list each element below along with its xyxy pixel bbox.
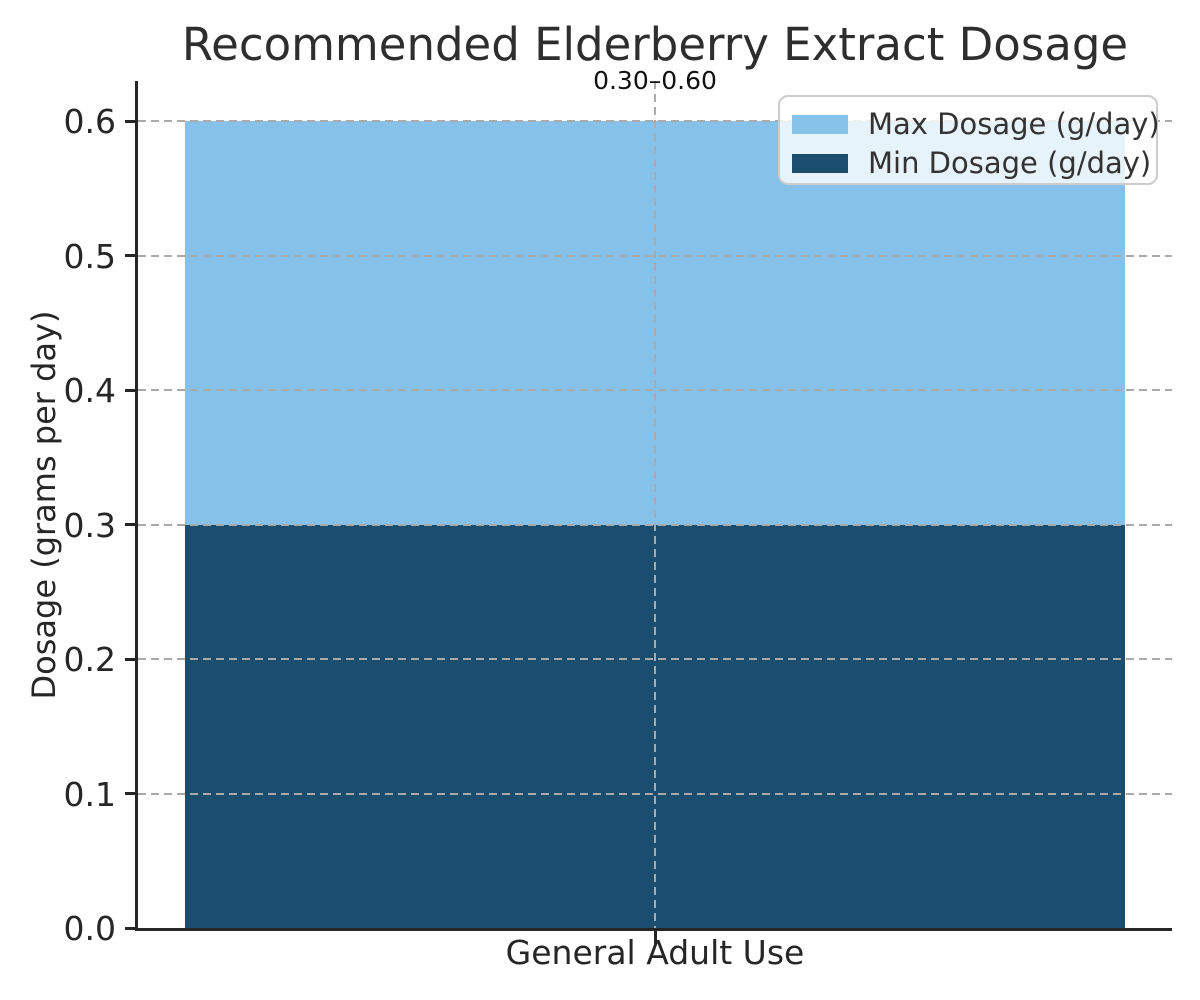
x-tick-mark (653, 931, 657, 944)
x-gridline (654, 81, 656, 928)
y-tick-mark (125, 926, 138, 930)
legend-entry: Max Dosage (g/day) (792, 108, 1160, 140)
legend-label: Min Dosage (g/day) (868, 145, 1152, 180)
y-tick-label: 0.5 (63, 236, 116, 276)
y-tick-mark (125, 792, 138, 796)
x-axis-spine (135, 928, 1172, 931)
bar-range-annotation: 0.30–0.60 (593, 66, 717, 95)
y-tick-label: 0.0 (63, 909, 116, 948)
y-tick-mark (125, 254, 138, 258)
legend-entry: Min Dosage (g/day) (792, 147, 1151, 179)
y-tick-label: 0.6 (63, 102, 116, 142)
legend-label: Max Dosage (g/day) (868, 106, 1160, 141)
y-tick-mark (125, 388, 138, 392)
y-axis-spine (135, 81, 138, 931)
legend: Max Dosage (g/day) Min Dosage (g/day) (778, 95, 1160, 185)
y-tick-mark (125, 523, 138, 527)
legend-swatch (792, 153, 848, 173)
legend-swatch (792, 114, 848, 134)
y-tick-mark (125, 657, 138, 661)
y-tick-label: 0.1 (63, 774, 116, 814)
y-tick-label: 0.3 (63, 505, 116, 545)
y-tick-label: 0.2 (63, 640, 116, 680)
y-tick-mark (125, 119, 138, 123)
y-tick-label: 0.4 (63, 371, 116, 411)
chart-title: Recommended Elderberry Extract Dosage (181, 18, 1129, 71)
